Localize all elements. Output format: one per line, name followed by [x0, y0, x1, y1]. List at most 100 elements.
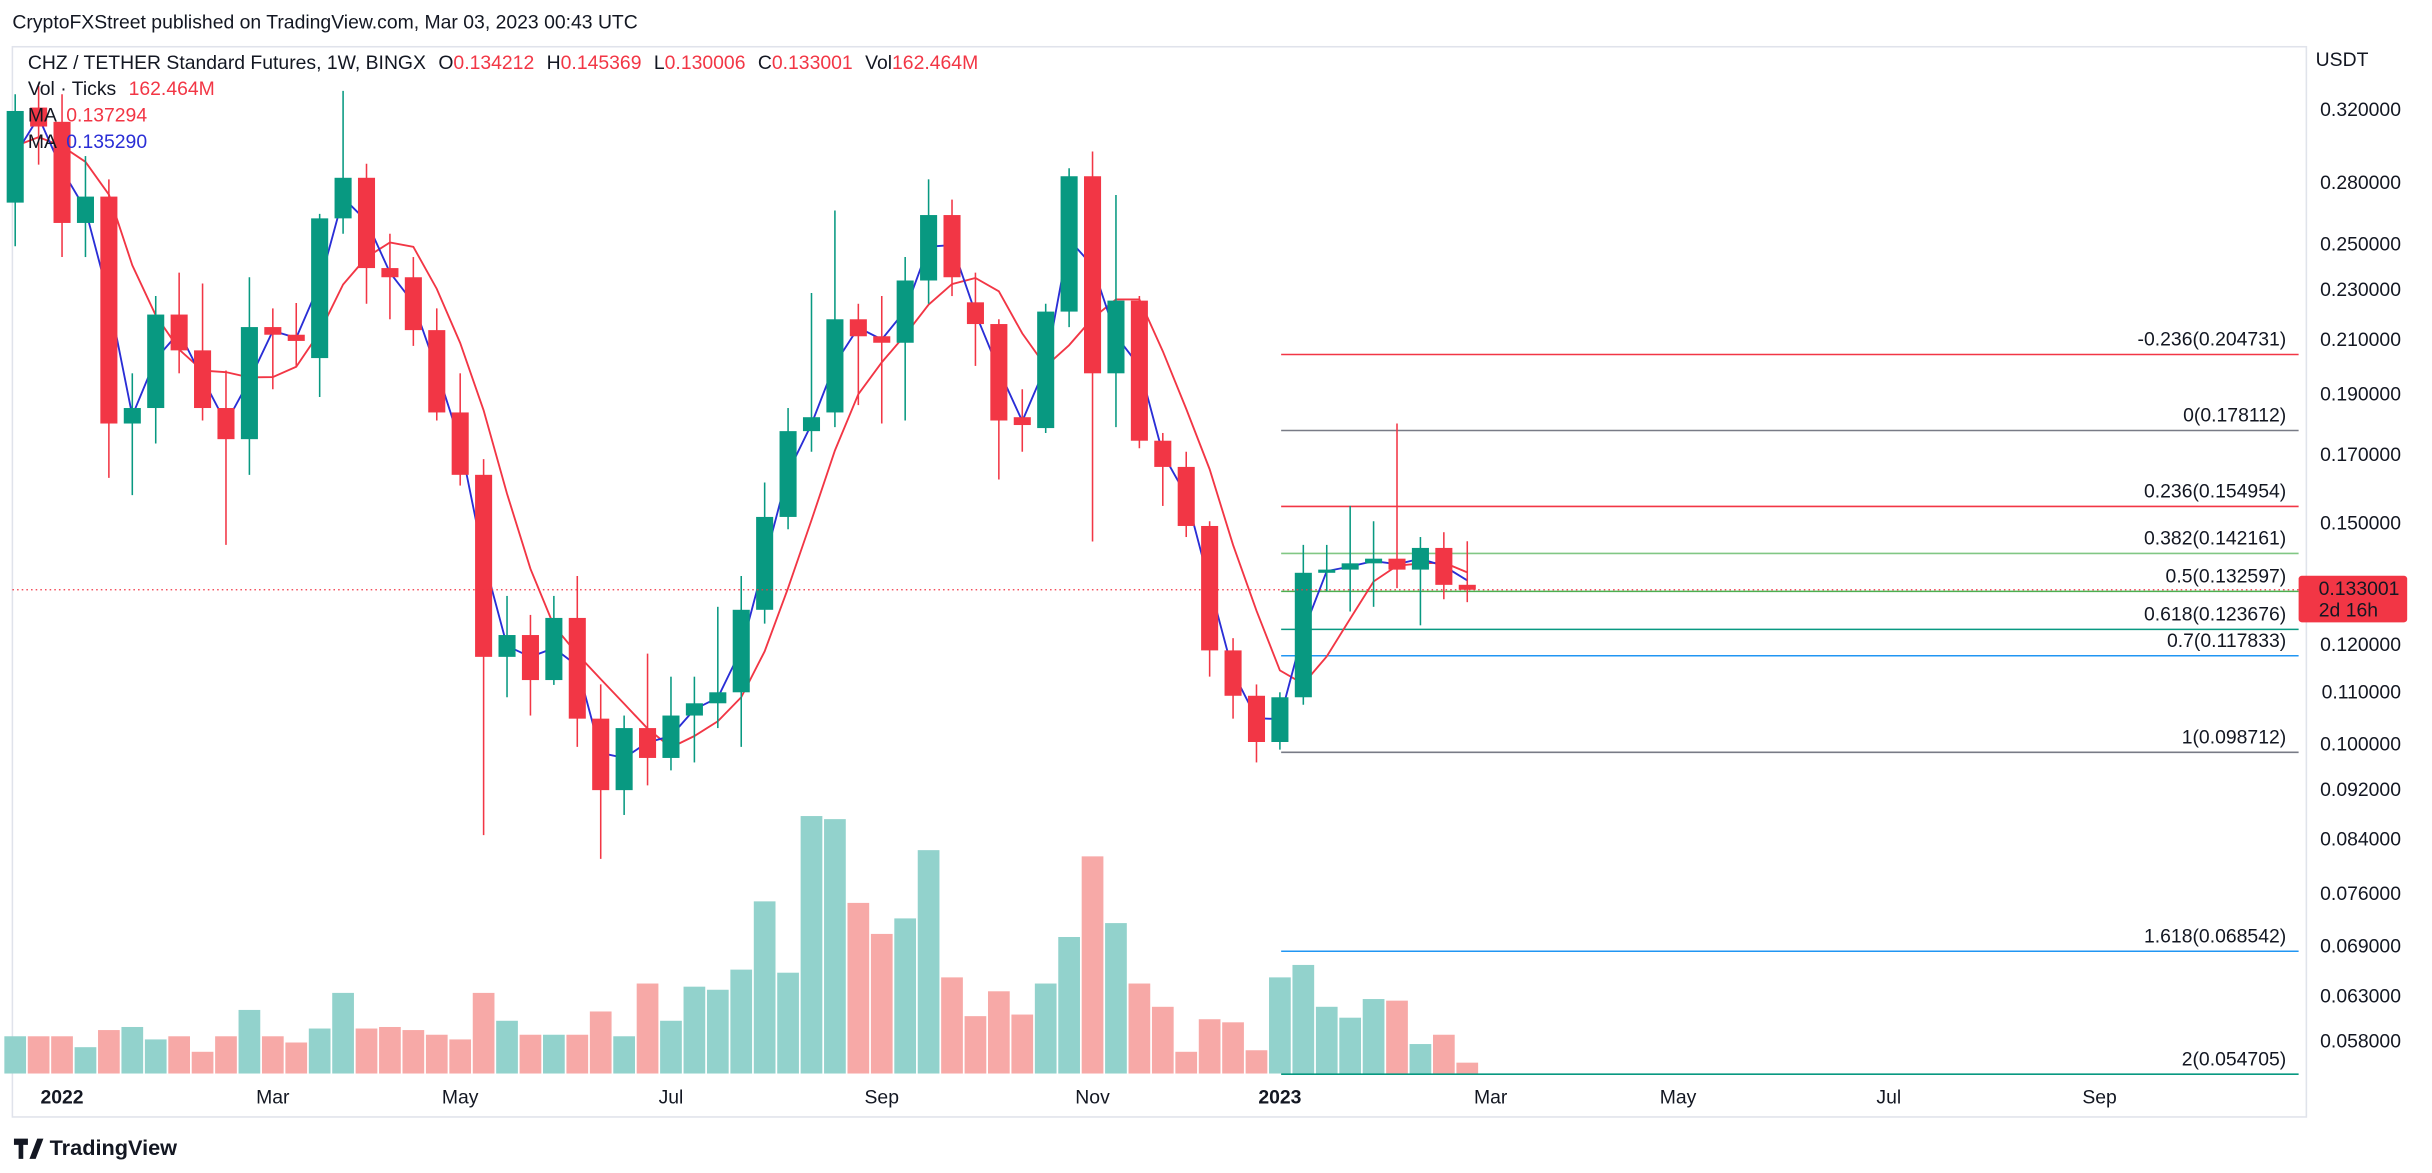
volume-bar — [706, 989, 729, 1074]
volume-bar — [589, 1011, 612, 1074]
candle-body — [1294, 572, 1312, 698]
logo-icon — [13, 1138, 44, 1159]
y-tick-label: 0.280000 — [2320, 172, 2401, 194]
axis-layer: 0.320000 0.280000 0.250000 0.230000 0.210000… — [12, 99, 2408, 1108]
volume-bar — [261, 1036, 284, 1074]
candle-body — [100, 196, 118, 424]
volume-bar — [1292, 964, 1315, 1074]
candle-body — [592, 718, 610, 791]
volume-bar — [753, 901, 776, 1074]
l-value: 0.130006 — [665, 52, 746, 74]
l-label: L — [654, 52, 665, 74]
volume-bar — [308, 1028, 331, 1074]
candle-body — [1388, 558, 1406, 570]
volume-bar — [1198, 1019, 1221, 1074]
volume-bar — [870, 933, 893, 1074]
candle-body — [873, 336, 891, 343]
candle-body — [1013, 417, 1031, 426]
y-tick-label: 0.230000 — [2320, 279, 2401, 301]
candle-body — [966, 302, 984, 325]
y-tick-label: 0.150000 — [2320, 512, 2401, 534]
candle-body — [30, 107, 48, 127]
candle-body — [428, 330, 446, 413]
volume-bar — [917, 850, 940, 1074]
candle-body — [756, 516, 774, 610]
fib-label: 0.5(0.132597) — [2166, 566, 2287, 588]
brand-name: TradingView — [50, 1135, 178, 1160]
volume-bar — [1386, 1000, 1408, 1074]
y-tick-label: 0.100000 — [2320, 733, 2401, 755]
price-tag-countdown: 2d 16h — [2319, 600, 2378, 622]
candle-body — [357, 177, 376, 269]
vol-title: Vol · Ticks — [28, 78, 116, 100]
candle-body — [311, 218, 329, 359]
candle-layer — [6, 85, 1476, 859]
candle-body — [896, 280, 914, 343]
candle-body — [170, 314, 188, 351]
candle-body — [53, 121, 71, 223]
candle-body — [1341, 563, 1359, 570]
o-label: O — [438, 52, 453, 74]
fib-label: 1(0.098712) — [2182, 726, 2287, 748]
y-tick-label: 0.058000 — [2320, 1030, 2401, 1052]
candle-body — [779, 431, 797, 517]
candle-body — [1084, 176, 1102, 374]
candle-body — [1177, 466, 1195, 526]
y-tick-label: 0.084000 — [2320, 828, 2401, 850]
candle-body — [1411, 547, 1429, 570]
y-tick-label: 0.210000 — [2320, 329, 2401, 351]
candle-body — [287, 334, 305, 341]
y-tick-label: 0.110000 — [2322, 681, 2402, 703]
candle-body — [1130, 300, 1148, 441]
volume-bar — [1362, 999, 1385, 1074]
volume-bar — [824, 819, 846, 1074]
candle-body — [849, 319, 867, 337]
ma-value: 0.137294 — [66, 105, 147, 127]
candle-body — [943, 215, 961, 278]
candle-body — [240, 327, 258, 440]
volume-bar — [730, 969, 753, 1074]
vol-value: 162.464M — [129, 78, 215, 100]
candle-body — [1107, 300, 1125, 374]
volume-bar — [74, 1047, 97, 1074]
candle-body — [568, 617, 586, 719]
x-tick-label: Mar — [256, 1086, 290, 1108]
volume-bar — [1058, 936, 1080, 1074]
volume-bar — [1432, 1034, 1455, 1074]
volume-bar — [1409, 1044, 1432, 1074]
y-tick-label: 0.076000 — [2320, 883, 2401, 905]
volume-bar — [285, 1042, 308, 1074]
volume-bar — [519, 1034, 542, 1074]
price-tag-value: 0.133001 — [2319, 578, 2400, 600]
brand-logo: TradingView — [13, 1135, 178, 1160]
fib-layer: -0.236(0.204731) 0(0.178112) 0.236(0.15495… — [1281, 329, 2299, 1075]
candle-body — [802, 417, 821, 432]
candle-body — [826, 319, 844, 413]
volume-bar — [449, 1039, 472, 1074]
candle-body — [1060, 176, 1078, 312]
volume-bar — [660, 1020, 682, 1074]
candle-body — [920, 215, 938, 281]
candle-body — [498, 635, 516, 657]
y-tick-label: 0.250000 — [2320, 234, 2401, 256]
volume-bar — [51, 1036, 73, 1074]
x-tick-label: Sep — [865, 1086, 899, 1108]
x-tick-label: Jul — [659, 1086, 684, 1108]
volume-bar — [543, 1034, 565, 1074]
candle-body — [147, 314, 165, 409]
legend-volume: Vol · Ticks 162.464M — [28, 78, 215, 100]
candle-body — [1365, 558, 1383, 564]
legend-ma-red: MA 0.137294 — [28, 105, 147, 127]
volume-bar — [332, 992, 354, 1074]
c-value: 0.133001 — [772, 52, 853, 74]
fib-label: 0.618(0.123676) — [2144, 604, 2286, 626]
x-tick-label: 2023 — [1258, 1086, 1301, 1108]
x-tick-label: Jul — [1876, 1086, 1901, 1108]
volume-bar — [425, 1034, 448, 1074]
volume-bar — [1034, 983, 1057, 1074]
volume-bar — [894, 918, 917, 1074]
volume-bar — [27, 1036, 50, 1074]
candle-body — [615, 728, 633, 791]
legend-ma-blue: MA 0.135290 — [28, 131, 147, 153]
candle-body — [709, 692, 727, 704]
